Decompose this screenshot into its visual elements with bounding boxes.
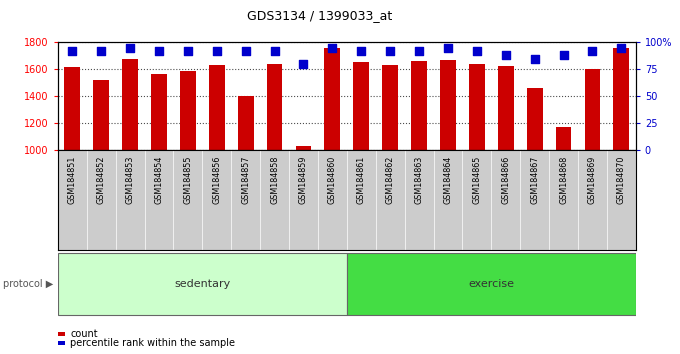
- Text: GSM184863: GSM184863: [415, 155, 424, 204]
- Point: [587, 48, 598, 54]
- Bar: [382, 65, 398, 150]
- Text: GSM184853: GSM184853: [126, 155, 135, 204]
- Bar: [354, 62, 369, 150]
- Text: GSM184852: GSM184852: [97, 155, 105, 204]
- Bar: [296, 146, 311, 150]
- Bar: [93, 80, 109, 150]
- Text: GDS3134 / 1399033_at: GDS3134 / 1399033_at: [247, 9, 392, 22]
- Bar: [180, 71, 196, 150]
- Point: [240, 48, 251, 54]
- Bar: [209, 65, 224, 150]
- Point: [124, 45, 135, 51]
- Point: [211, 48, 222, 54]
- Point: [558, 53, 569, 58]
- Text: GSM184854: GSM184854: [154, 155, 163, 204]
- Bar: [469, 64, 485, 150]
- Point: [269, 48, 280, 54]
- Text: percentile rank within the sample: percentile rank within the sample: [70, 338, 235, 348]
- Bar: [151, 74, 167, 150]
- Bar: [556, 127, 571, 150]
- FancyBboxPatch shape: [58, 253, 347, 315]
- Bar: [411, 61, 427, 150]
- Text: GSM184865: GSM184865: [473, 155, 481, 204]
- Point: [385, 48, 396, 54]
- Bar: [585, 69, 600, 150]
- Text: GSM184858: GSM184858: [270, 155, 279, 204]
- Bar: [527, 88, 543, 150]
- Point: [616, 45, 627, 51]
- Bar: [238, 97, 254, 150]
- Text: GSM184869: GSM184869: [588, 155, 597, 204]
- Point: [471, 48, 482, 54]
- Text: GSM184859: GSM184859: [299, 155, 308, 204]
- Bar: [498, 66, 513, 150]
- Text: GSM184870: GSM184870: [617, 155, 626, 204]
- Text: sedentary: sedentary: [174, 279, 231, 289]
- Text: GSM184855: GSM184855: [184, 155, 192, 204]
- Bar: [440, 60, 456, 150]
- Text: GSM184861: GSM184861: [357, 155, 366, 204]
- Point: [154, 48, 165, 54]
- Text: GSM184856: GSM184856: [212, 155, 221, 204]
- Point: [298, 61, 309, 67]
- Bar: [267, 64, 282, 150]
- Text: GSM184868: GSM184868: [559, 155, 568, 204]
- Point: [500, 53, 511, 58]
- Text: GSM184864: GSM184864: [443, 155, 452, 204]
- Text: count: count: [70, 329, 98, 339]
- Text: GSM184862: GSM184862: [386, 155, 394, 204]
- Text: GSM184867: GSM184867: [530, 155, 539, 204]
- Point: [182, 48, 193, 54]
- Point: [443, 45, 454, 51]
- FancyBboxPatch shape: [347, 253, 636, 315]
- Point: [356, 48, 367, 54]
- Point: [327, 45, 338, 51]
- Text: GSM184860: GSM184860: [328, 155, 337, 204]
- Bar: [613, 48, 629, 150]
- Text: GSM184857: GSM184857: [241, 155, 250, 204]
- Text: GSM184866: GSM184866: [501, 155, 510, 204]
- Point: [413, 48, 424, 54]
- Text: protocol ▶: protocol ▶: [3, 279, 53, 289]
- Text: GSM184851: GSM184851: [68, 155, 77, 204]
- Point: [96, 48, 107, 54]
- Point: [67, 48, 78, 54]
- Bar: [324, 48, 340, 150]
- Bar: [122, 59, 138, 150]
- Point: [529, 56, 540, 62]
- Bar: [65, 67, 80, 150]
- Text: exercise: exercise: [469, 279, 514, 289]
